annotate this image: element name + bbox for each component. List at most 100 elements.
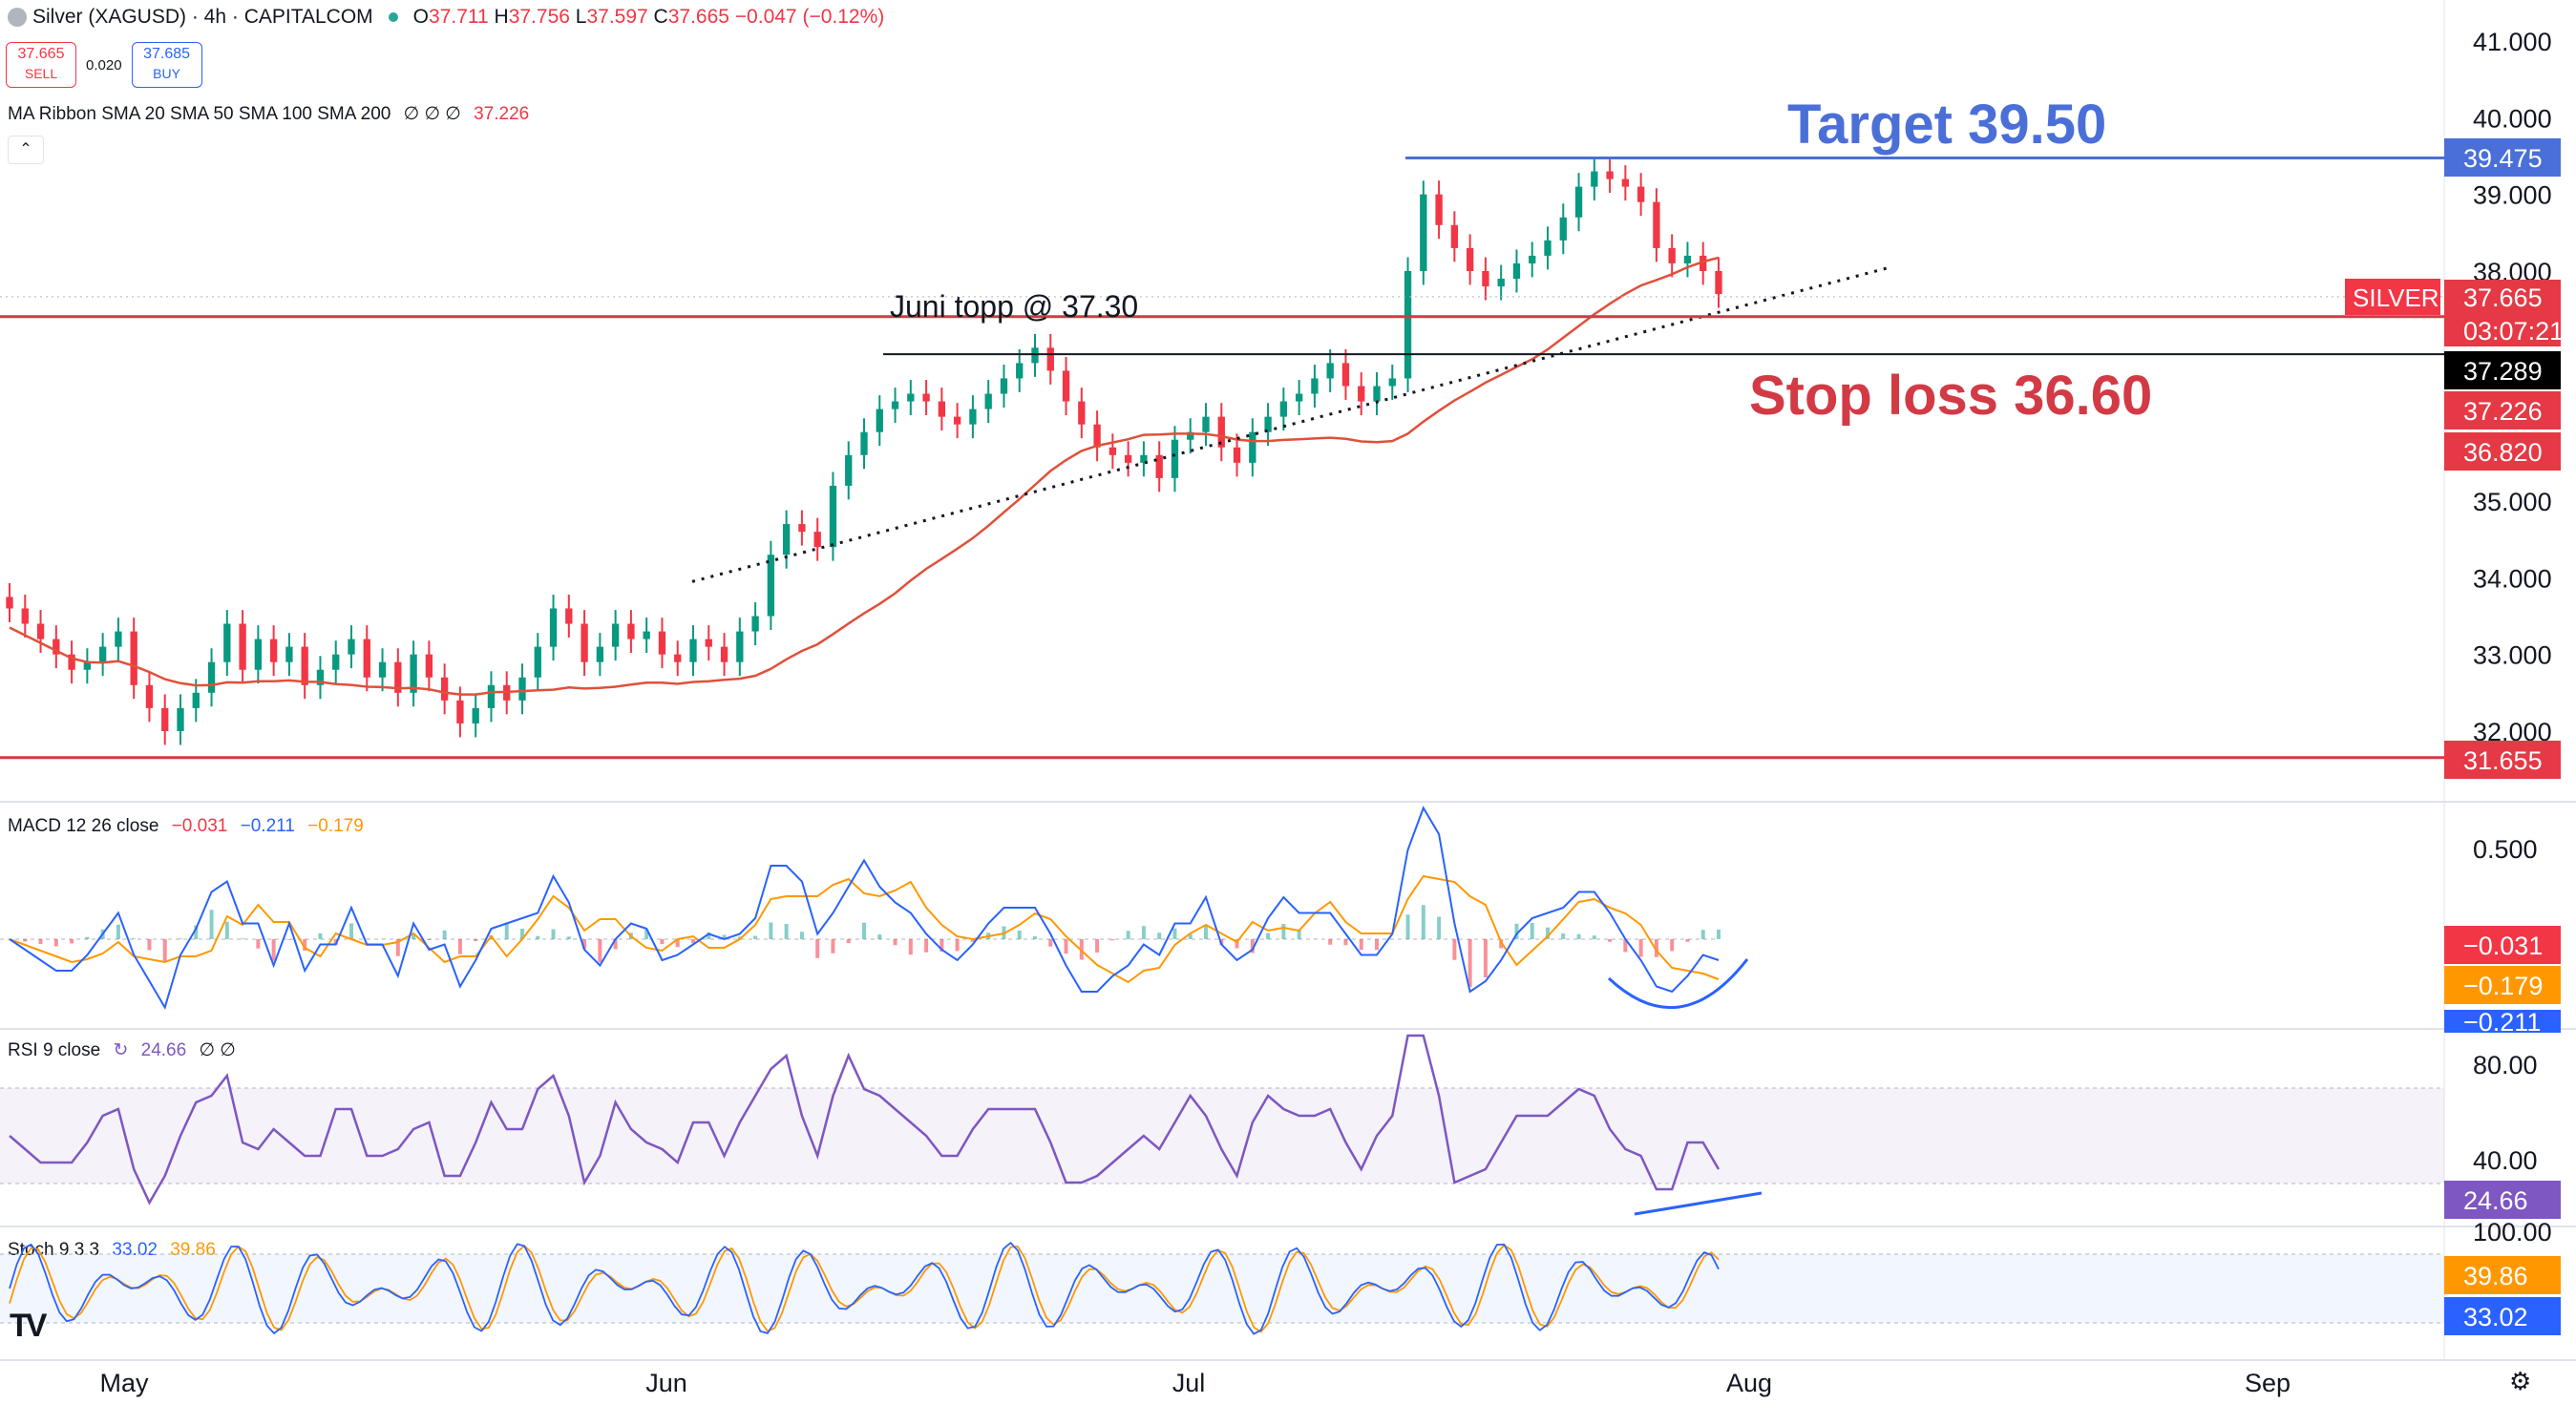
macd-histogram-bar: [1405, 914, 1410, 939]
candle: [518, 677, 526, 701]
stoch-d-value: 39.86: [170, 1240, 216, 1260]
candle: [1482, 271, 1489, 287]
candle: [891, 401, 899, 409]
candle: [1078, 401, 1086, 425]
macd-histogram-bar: [147, 939, 152, 951]
macd-histogram-bar: [908, 939, 913, 955]
macd-histogram-bar: [1141, 926, 1146, 939]
macd-histogram-bar: [846, 939, 851, 943]
stop-loss-price-label-bg: [2444, 432, 2561, 471]
stoch-d-line: [9, 1244, 1720, 1333]
gear-icon[interactable]: ⚙: [2509, 1367, 2532, 1395]
stoch-k-line: [9, 1241, 1720, 1335]
macd-histogram-bar: [1188, 933, 1193, 939]
sell-button[interactable]: 37.665 SELL: [6, 42, 76, 88]
price-tick-label: 34.000: [2473, 564, 2552, 593]
last-price-label-bg: [2444, 280, 2561, 314]
macd-histogram-bar: [349, 923, 353, 939]
candle: [813, 532, 821, 548]
candle: [534, 646, 541, 678]
candle: [860, 431, 868, 455]
candle: [1171, 439, 1179, 478]
macd-histogram-bar: [707, 932, 711, 939]
macd-histogram-bar: [566, 936, 571, 939]
macd-histogram-bar: [1467, 939, 1472, 987]
sell-label: SELL: [24, 66, 58, 81]
macd-divergence-arc: [1607, 958, 1749, 1010]
candle: [410, 654, 417, 693]
candle: [1435, 194, 1443, 225]
candle: [1124, 454, 1132, 463]
macd-histogram-bar: [815, 939, 820, 958]
macd-histogram-bar: [474, 939, 478, 941]
macd-histogram-bar: [769, 922, 773, 939]
buy-button[interactable]: 37.685 BUY: [131, 42, 202, 88]
symbol-title[interactable]: Silver (XAGUSD) · 4h · CAPITALCOM: [32, 6, 373, 28]
candle: [1404, 271, 1412, 379]
rsi-legend[interactable]: RSI 9 close ↻ 24.66 ∅ ∅: [8, 1039, 236, 1061]
price-tick-label: 40.000: [2473, 104, 2552, 133]
candle: [953, 416, 961, 425]
stoch-legend[interactable]: Stoch 9 3 3 33.02 39.86: [8, 1240, 216, 1261]
candle: [643, 631, 650, 639]
candle: [1187, 431, 1194, 440]
candle: [332, 654, 340, 670]
candle: [674, 654, 682, 662]
sma-200-line: [9, 256, 1720, 696]
macd-histogram-bar: [582, 939, 587, 949]
macd-histogram-bar: [1452, 939, 1457, 960]
candle: [269, 639, 278, 662]
candle: [1466, 247, 1474, 271]
candle: [736, 631, 744, 662]
ohlc-close-value: 37.665: [667, 6, 729, 28]
candle: [1016, 363, 1024, 379]
macd-histogram-bar: [1235, 939, 1239, 949]
macd-legend[interactable]: MACD 12 26 close −0.031 −0.211 −0.179: [8, 816, 364, 837]
ma-ribbon-legend[interactable]: MA Ribbon SMA 20 SMA 50 SMA 100 SMA 200 …: [8, 103, 529, 125]
candle: [1046, 347, 1054, 371]
candle: [1000, 378, 1008, 394]
macd-histogram-bar: [691, 939, 695, 944]
ohlc-readout: O37.711 H37.756 L37.597 C37.665 −0.047 (…: [413, 6, 885, 29]
macd-histogram-bar: [1250, 939, 1255, 953]
candle: [456, 700, 464, 723]
rsi-zeros: ∅ ∅: [199, 1040, 236, 1060]
macd-histogram-bar: [1623, 939, 1628, 953]
macd-histogram-bar: [224, 921, 229, 939]
time-tick-label: Sep: [2245, 1369, 2291, 1397]
candle: [36, 623, 45, 639]
candle: [1341, 363, 1350, 387]
price-tick-label: 41.000: [2473, 28, 2552, 56]
collapse-legend-button[interactable]: ⌃: [8, 136, 44, 164]
candle: [845, 454, 853, 486]
macd-histogram-bar: [1561, 933, 1566, 939]
macd-histogram-bar: [831, 939, 835, 953]
rsi-tick-label: 80.00: [2473, 1051, 2538, 1079]
candle: [1062, 370, 1070, 402]
candle: [596, 646, 604, 662]
candle: [1358, 386, 1365, 402]
candle: [689, 639, 697, 662]
candle: [1279, 401, 1288, 417]
macd-histogram-bar: [536, 935, 540, 939]
rsi-line: [9, 1034, 1721, 1205]
macd-histogram-bar: [551, 929, 556, 939]
macd-line-value: −0.211: [240, 816, 295, 836]
candles-group: [6, 157, 1722, 745]
candle: [1109, 447, 1117, 455]
sma-price-label-bg: [2444, 391, 2561, 430]
macd-signal-value: −0.179: [307, 816, 364, 836]
macd-signal-price-label: −0.179: [2463, 972, 2543, 1000]
candle: [1388, 378, 1396, 387]
stoch-tick-label: 100.00: [2473, 1218, 2552, 1247]
macd-histogram-bar: [1421, 905, 1425, 939]
time-tick-label: Aug: [1726, 1369, 1772, 1397]
candle: [1559, 217, 1567, 241]
candle: [1326, 363, 1334, 379]
macd-histogram-bar: [1437, 916, 1442, 939]
support-price-label-bg: [2444, 741, 2561, 779]
stoch-k-value: 33.02: [112, 1240, 158, 1260]
macd-histogram-bar: [660, 939, 665, 944]
candle: [316, 669, 325, 685]
